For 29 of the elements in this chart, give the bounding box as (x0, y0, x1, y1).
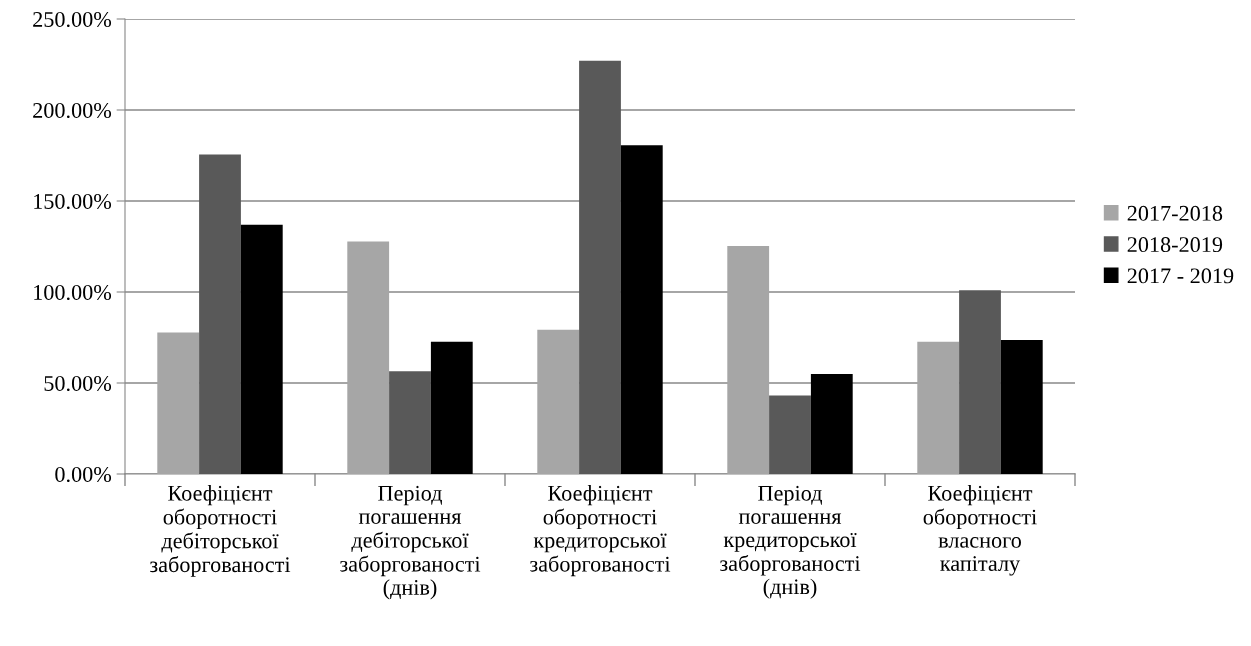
bar (389, 371, 431, 474)
x-tick-label: Коефіцієнт оборотності дебіторської заборгованості (150, 485, 291, 577)
x-tick-label: Період погашення кредиторської заборгованості (днів) (720, 485, 861, 599)
bar (157, 332, 200, 474)
legend-label: 2017 - 2019 (1127, 268, 1234, 284)
y-tick-label: 150.00% (34, 193, 112, 210)
y-tick-label: 50.00% (44, 375, 112, 392)
bar (769, 395, 811, 474)
y-tick-label: 200.00% (33, 102, 112, 119)
bar (810, 374, 853, 474)
x-tick-label: Період погашення дебіторської заборгованості (днів) (340, 485, 481, 600)
legend-label: 2018-2019 (1127, 237, 1223, 253)
bar (727, 245, 770, 474)
x-tick-label: Коефіцієнт оборотності кредиторської заборгованості (530, 485, 671, 577)
y-tick-label: 250.00% (33, 11, 112, 28)
bar (430, 341, 473, 474)
bar (347, 241, 390, 474)
bar (959, 290, 1001, 474)
bar (1000, 340, 1043, 474)
bar (240, 224, 283, 474)
bar (537, 329, 580, 474)
y-tick-label: 0.00% (55, 466, 112, 483)
bar (620, 145, 663, 474)
x-tick-label: Коефіцієнт оборотності власного капіталу (923, 485, 1037, 576)
y-tick-label: 100.00% (34, 284, 112, 301)
legend-label: 2017-2018 (1127, 205, 1223, 221)
bar (917, 341, 960, 474)
bar (199, 154, 241, 474)
bar (579, 60, 621, 474)
